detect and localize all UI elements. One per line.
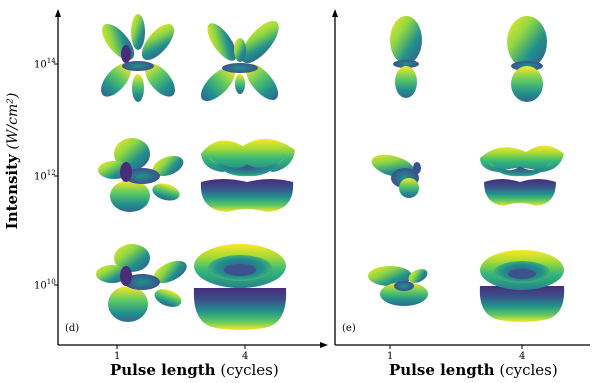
y-tick-high: 1014 bbox=[34, 57, 56, 71]
x-tick-e-4: 4 bbox=[519, 351, 526, 362]
surface-e-mid-4cycles bbox=[480, 145, 564, 206]
x-tick-d-1: 1 bbox=[114, 351, 121, 362]
surface-d-mid-4cycles bbox=[200, 138, 295, 212]
surface-e-low-4cycles bbox=[479, 250, 565, 322]
x-tick-e-1: 1 bbox=[387, 351, 394, 362]
surface-e-mid-1cycle bbox=[371, 154, 421, 198]
x-axis-label-d: Pulse length (cycles) bbox=[110, 361, 279, 379]
panel-label-e: (e) bbox=[342, 323, 356, 334]
x-tick-d-4: 4 bbox=[242, 351, 249, 362]
y-tick-low: 1010 bbox=[34, 278, 56, 292]
y-axis-label-unit: (W/cm²) bbox=[5, 92, 21, 150]
surface-d-mid-1cycle bbox=[98, 138, 184, 212]
panel-e-axes bbox=[332, 9, 590, 349]
x-axis-label-e: Pulse length (cycles) bbox=[389, 361, 558, 379]
surface-d-low-4cycles bbox=[193, 244, 287, 330]
y-axis-label-main: Intensity bbox=[3, 154, 21, 230]
surface-e-low-1cycle bbox=[368, 266, 428, 306]
surface-e-high-4cycles bbox=[507, 16, 547, 102]
y-tick-mid: 1012 bbox=[34, 169, 56, 183]
y-axis-label: Intensity (W/cm²) bbox=[3, 81, 25, 241]
surface-d-high-1cycle bbox=[101, 14, 175, 102]
surface-d-high-4cycles bbox=[200, 20, 279, 102]
panel-label-d: (d) bbox=[65, 323, 80, 334]
panel-d-axes bbox=[54, 9, 328, 349]
surface-e-high-1cycle bbox=[390, 16, 422, 98]
surface-d-low-1cycle bbox=[96, 244, 187, 322]
